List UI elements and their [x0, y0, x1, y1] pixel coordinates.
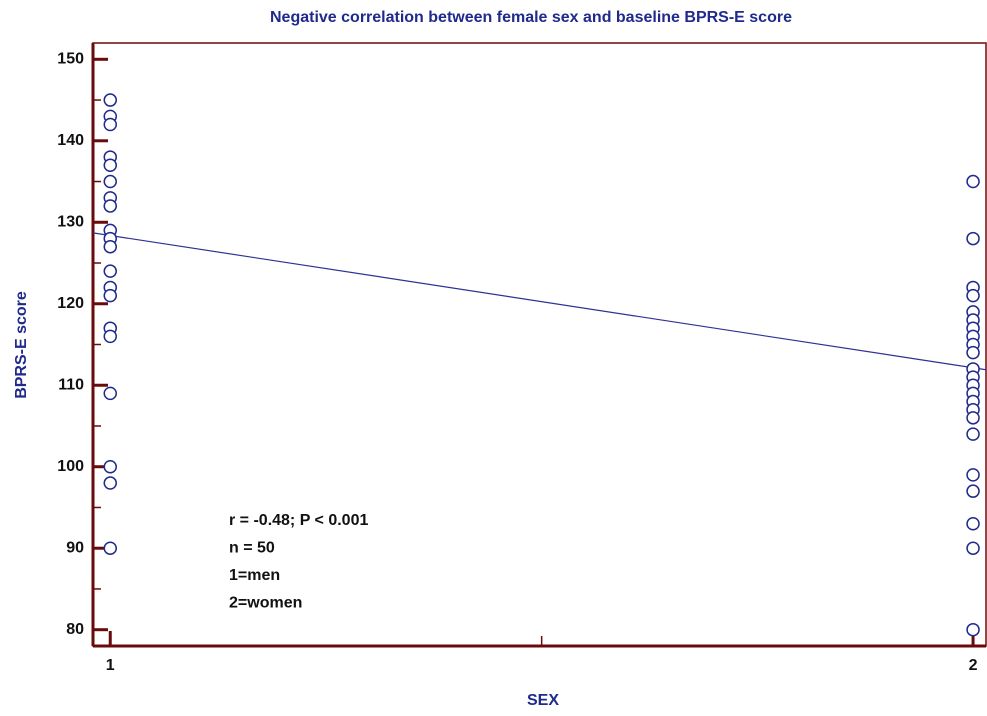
annotation: r = -0.48; P < 0.001	[229, 512, 368, 529]
y-tick-label: 110	[58, 376, 84, 393]
data-point	[966, 468, 980, 482]
x-tick-label: 2	[969, 657, 978, 674]
x-axis-label: SEX	[527, 692, 559, 709]
data-point	[103, 459, 118, 474]
y-tick-label: 90	[66, 539, 84, 556]
data-point	[103, 386, 118, 401]
data-point	[103, 329, 118, 344]
data-point	[966, 345, 980, 360]
plot-frame	[92, 42, 987, 647]
data-point	[103, 476, 118, 490]
data-point	[103, 264, 118, 278]
data-point	[966, 231, 980, 246]
data-point	[103, 158, 118, 172]
fit-line	[92, 232, 987, 371]
data-point	[103, 93, 118, 107]
data-point	[103, 117, 118, 132]
y-tick-label: 130	[57, 213, 84, 230]
data-point	[103, 541, 118, 555]
data-point	[966, 622, 980, 637]
data-point	[103, 199, 118, 213]
data-point	[103, 288, 118, 303]
annotation: 2=women	[229, 595, 302, 612]
data-point	[966, 427, 980, 441]
data-point	[966, 517, 980, 531]
y-tick-label: 140	[57, 132, 84, 149]
y-tick-label: 100	[57, 458, 84, 475]
y-axis-label: BPRS-E score	[13, 291, 30, 399]
data-point	[966, 288, 980, 303]
data-point	[966, 411, 980, 425]
data-point	[103, 239, 118, 254]
x-tick-label: 1	[106, 657, 115, 674]
data-point	[966, 174, 980, 189]
data-point	[103, 174, 118, 189]
y-tick-label: 150	[57, 51, 84, 68]
y-tick-label: 80	[66, 621, 84, 638]
annotation: 1=men	[229, 567, 280, 584]
data-point	[966, 541, 980, 555]
y-tick-label: 120	[57, 295, 84, 312]
annotation: n = 50	[229, 540, 275, 557]
chart-title: Negative correlation between female sex …	[270, 9, 792, 26]
data-point	[966, 484, 980, 498]
